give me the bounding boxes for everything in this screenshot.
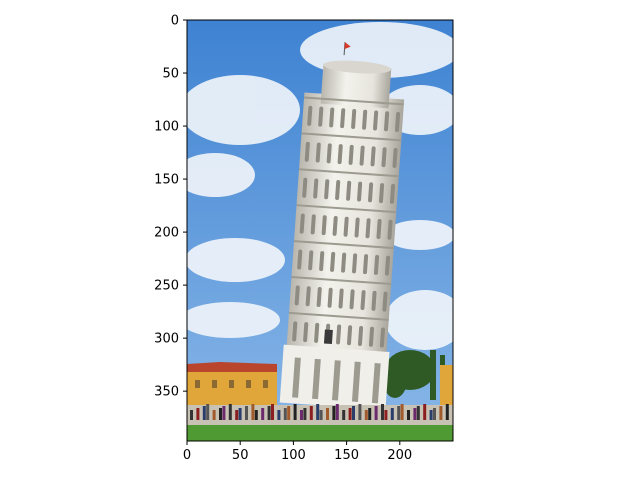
crowd [190, 404, 449, 420]
x-tick-label: 100 [281, 448, 306, 463]
y-tick-label: 250 [154, 279, 179, 294]
lawn [187, 425, 453, 441]
buildings [187, 362, 453, 408]
x-tick-label: 50 [232, 448, 249, 463]
y-tick-label: 150 [154, 173, 179, 188]
y-tick-label: 0 [171, 14, 179, 29]
y-tick-label: 50 [162, 67, 179, 82]
x-tick-label: 150 [334, 448, 359, 463]
y-tick-label: 300 [154, 332, 179, 347]
photo-image [187, 20, 453, 441]
y-tick-label: 200 [154, 226, 179, 241]
y-tick-label: 100 [154, 120, 179, 135]
x-tick-label: 200 [387, 448, 412, 463]
clouds [187, 22, 453, 350]
x-axis: 0 50 100 150 200 [183, 441, 412, 463]
tower [279, 42, 405, 410]
axes-frame [186, 19, 454, 442]
trees [383, 350, 445, 400]
y-axis: 0 50 100 150 200 250 300 350 [154, 14, 187, 400]
y-tick-label: 350 [154, 385, 179, 400]
x-tick-label: 0 [183, 448, 191, 463]
